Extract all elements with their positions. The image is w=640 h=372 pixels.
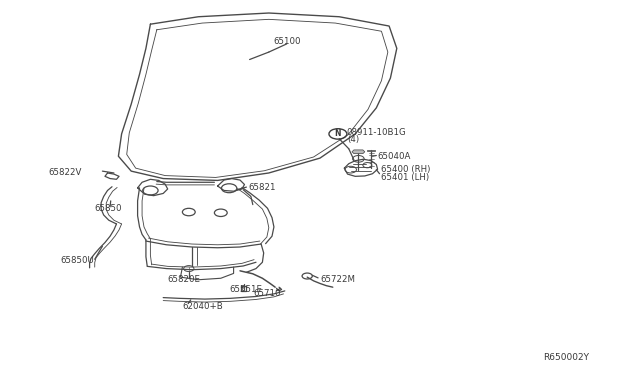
Text: 65551E: 65551E [229, 285, 262, 294]
Text: 65401 (LH): 65401 (LH) [381, 173, 429, 182]
Text: 08911-10B1G: 08911-10B1G [346, 128, 406, 137]
Text: 62040+B: 62040+B [182, 302, 223, 311]
Text: 65400 (RH): 65400 (RH) [381, 165, 430, 174]
Polygon shape [367, 150, 375, 151]
Text: 65710: 65710 [253, 289, 281, 298]
Text: N: N [335, 129, 341, 138]
Text: 65100: 65100 [273, 37, 300, 46]
Text: 65850U: 65850U [61, 256, 95, 265]
Polygon shape [352, 150, 365, 154]
Text: 65822V: 65822V [49, 168, 82, 177]
Text: 65850: 65850 [95, 204, 122, 213]
Text: 65820E: 65820E [168, 275, 201, 284]
Text: (4): (4) [347, 135, 359, 144]
Text: 65821: 65821 [248, 183, 276, 192]
Text: R650002Y: R650002Y [543, 353, 589, 362]
Text: 65722M: 65722M [320, 275, 355, 284]
Text: 65040A: 65040A [378, 152, 411, 161]
